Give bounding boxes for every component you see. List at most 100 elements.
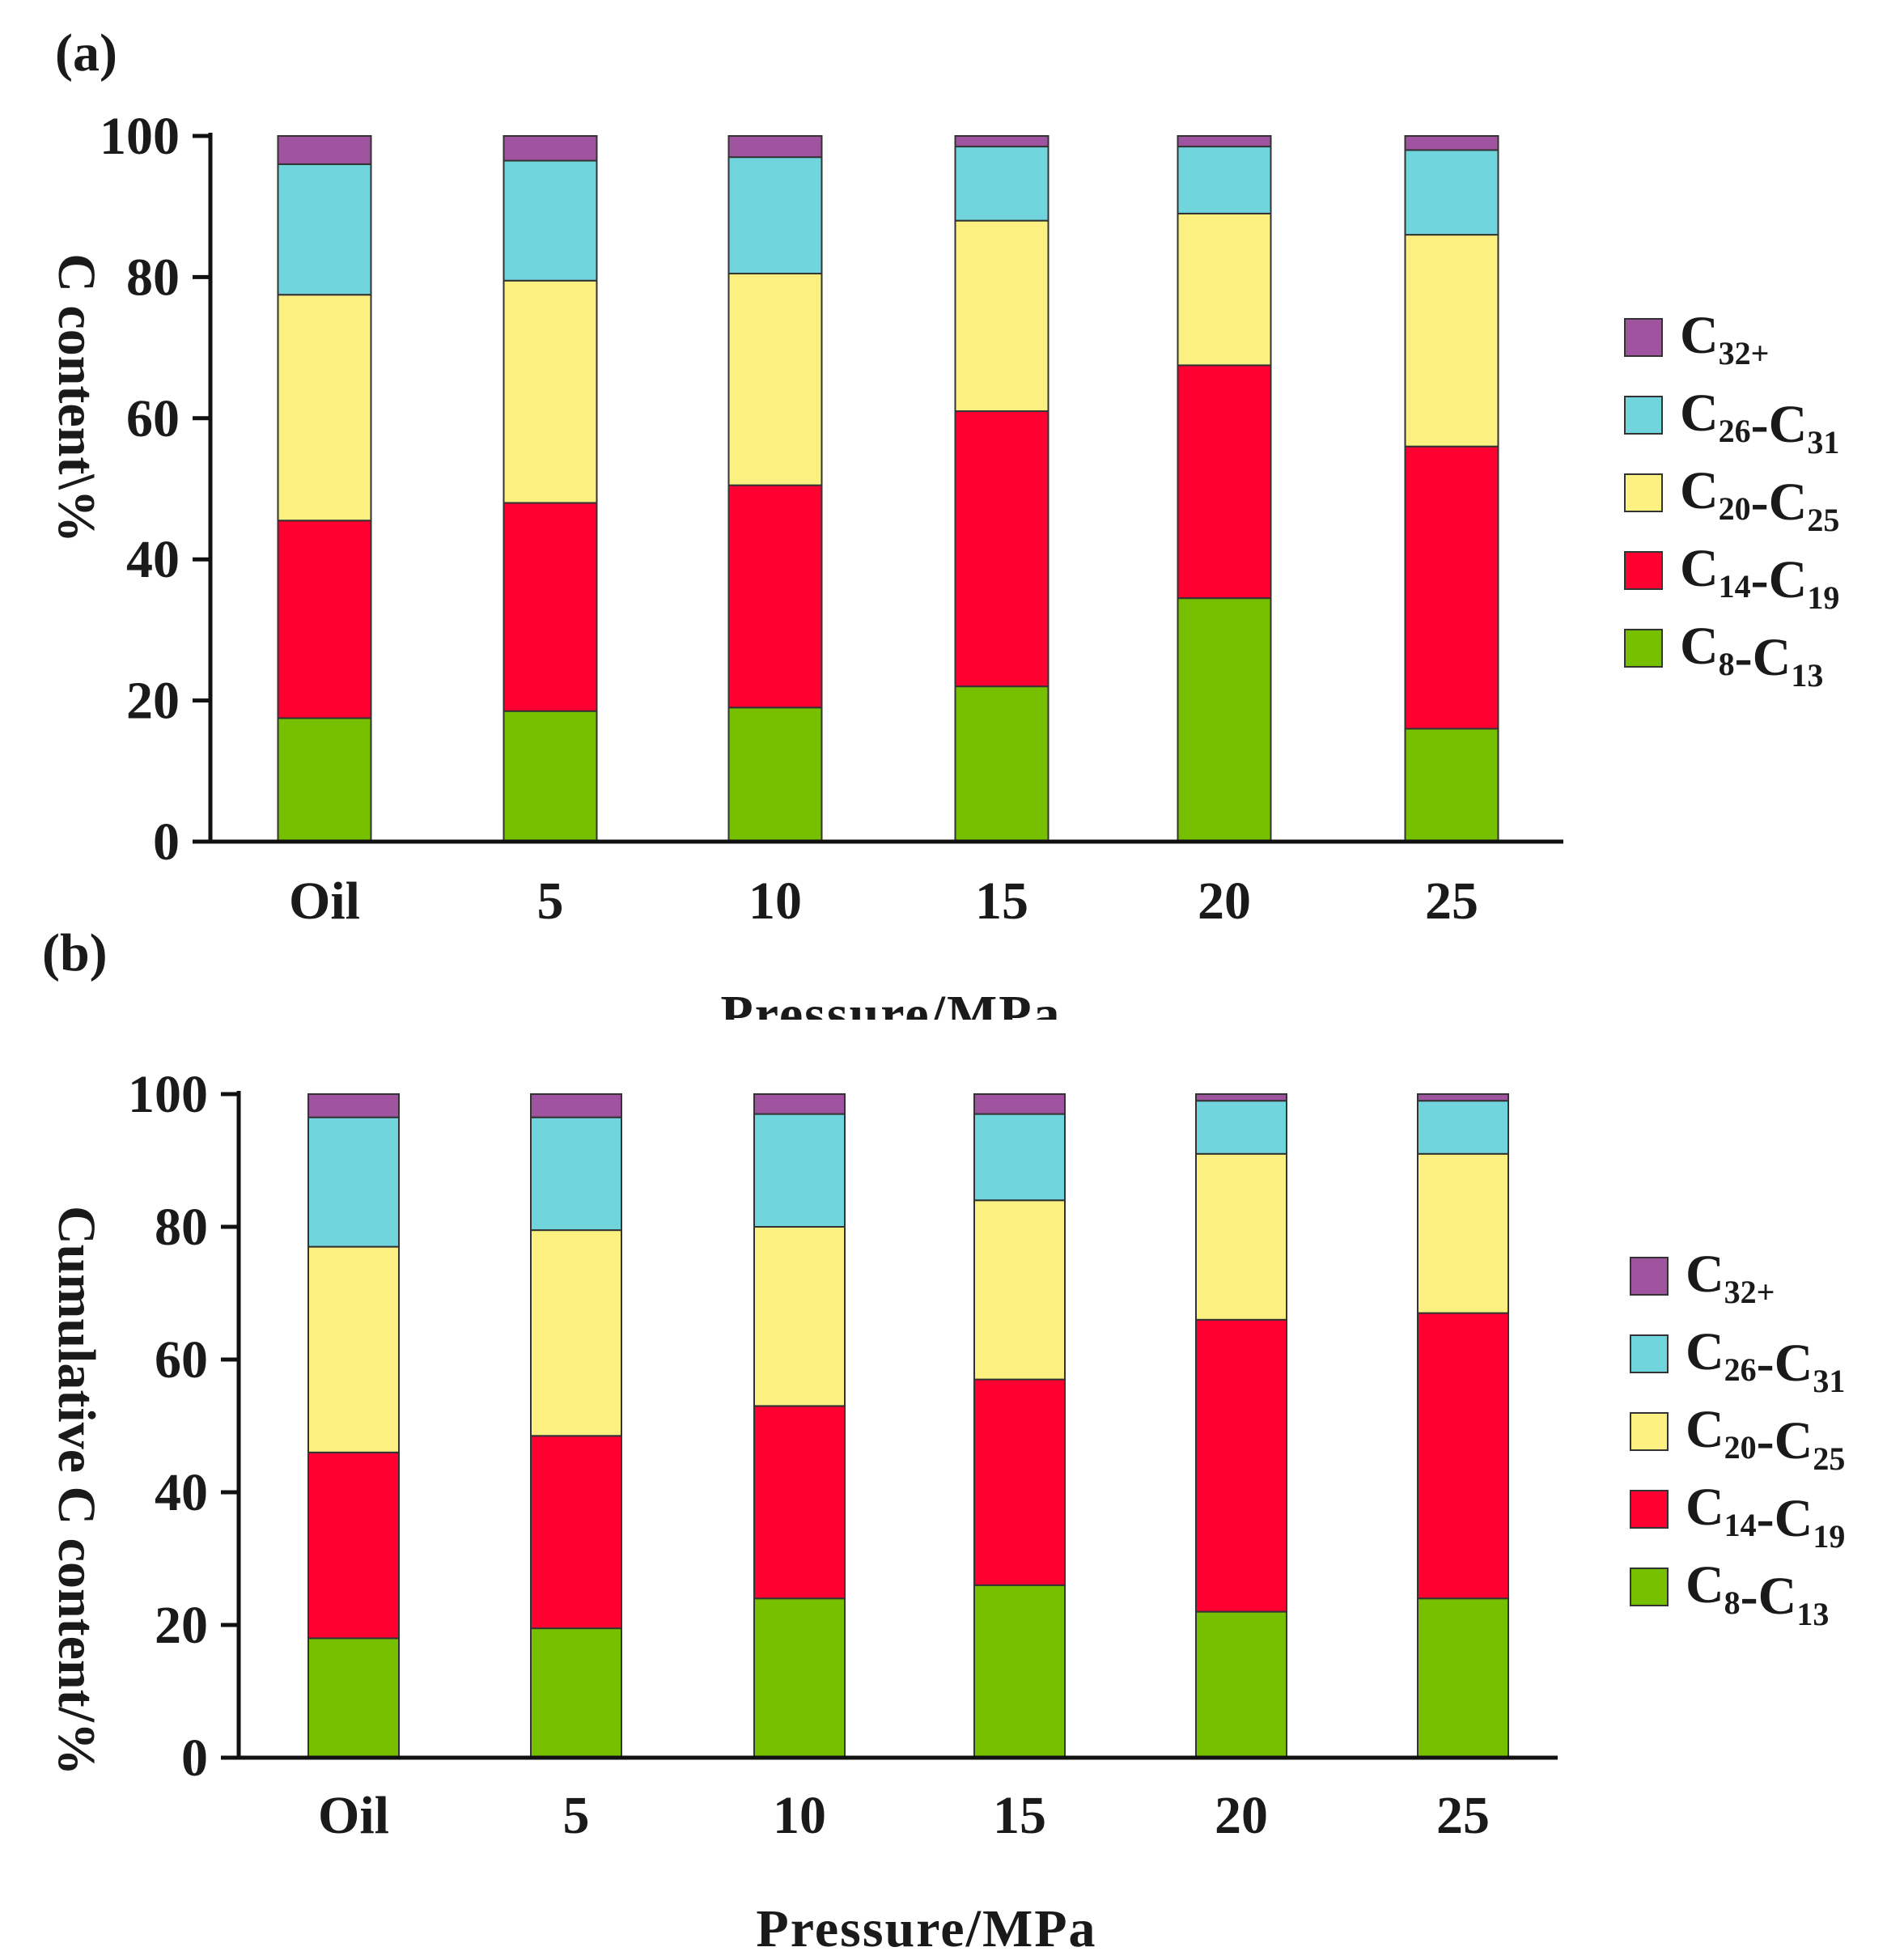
legend-swatch-C8_C13 (1630, 1568, 1669, 1606)
y-tick-label: 40 (155, 1463, 208, 1522)
bar-segment-C26-C31-15 (954, 146, 1050, 222)
bar-segment-C14-C19-10 (753, 1405, 846, 1600)
x-tick-label: 25 (1436, 1786, 1490, 1845)
bar-segment-C32+-5 (502, 135, 598, 162)
x-tick-label: 15 (975, 872, 1028, 931)
bar-segment-C20-C25-25 (1417, 1152, 1509, 1314)
bar-segment-C14-C19-15 (954, 410, 1050, 688)
x-tick-label: 20 (1215, 1786, 1268, 1845)
legend-swatch-C26_C31 (1624, 396, 1663, 435)
stacked-bar-chart-b: 0 20 40 60 80 100 Oil 5 10 15 20 25 Pressure/MPa Cumu… (47, 1065, 1845, 1958)
bar-segment-C14-C19-10 (727, 484, 823, 709)
bar-segment-C14-C19-25 (1404, 445, 1499, 730)
legend-swatch-C32plus (1624, 318, 1663, 357)
legend-swatch-C14_C19 (1624, 551, 1663, 590)
bar-segment-C8-C13-10 (753, 1597, 846, 1759)
bar-segment-C8-C13-15 (954, 685, 1050, 842)
bar-segment-C14-C19-15 (973, 1378, 1066, 1586)
panel-label-b: (b) (42, 923, 108, 982)
bar-segment-C8-C13-25 (1417, 1597, 1509, 1759)
legend-label-C26_C31: C26-C31 (1680, 384, 1839, 460)
bar-segment-C26-C31-20 (1177, 146, 1272, 214)
bar-segment-C32+-15 (973, 1093, 1066, 1115)
bar-segment-C8-C13-15 (973, 1584, 1066, 1758)
bar-segment-C20-C25-10 (753, 1226, 846, 1407)
x-tick-label: 10 (748, 872, 802, 931)
bar-segment-C32+-25 (1417, 1093, 1509, 1102)
legend-label-C32plus: C32+ (1686, 1245, 1775, 1310)
bar-segment-C14-C19-5 (530, 1435, 622, 1630)
bar-segment-C20-C25-15 (973, 1199, 1066, 1381)
y-tick-label: 40 (126, 530, 180, 589)
bar-segment-C26-C31-20 (1195, 1100, 1287, 1155)
x-axis-label: Pressure/MPa (720, 985, 1061, 1020)
bar-segment-C8-C13-20 (1177, 597, 1272, 842)
bar-segment-C20-C25-5 (502, 279, 598, 504)
legend-swatch-C32plus (1630, 1257, 1669, 1296)
legend-label-C26_C31: C26-C31 (1686, 1322, 1845, 1399)
panel-label-a: (a) (55, 23, 117, 83)
legend-label-C14_C19: C14-C19 (1686, 1478, 1845, 1555)
bar-segment-C20-C25-10 (727, 273, 823, 486)
bar-segment-C8-C13-25 (1404, 728, 1499, 842)
x-axis-label: Pressure/MPa (756, 1899, 1096, 1958)
y-tick-label: 20 (155, 1596, 208, 1655)
x-tick-label: 5 (563, 1786, 590, 1845)
bar-segment-C26-C31-15 (973, 1113, 1066, 1202)
x-tick-label: Oil (289, 872, 360, 931)
legend-swatch-C8_C13 (1624, 629, 1663, 668)
bar-segment-C20-C25-15 (954, 219, 1050, 413)
legend-label-C14_C19: C14-C19 (1680, 539, 1839, 616)
bar-segment-C20-C25-Oil (277, 294, 372, 522)
bar-segment-C14-C19-Oil (307, 1451, 400, 1640)
bar-segment-C26-C31-25 (1404, 149, 1499, 236)
bar-segment-C14-C19-20 (1177, 364, 1272, 600)
y-tick-label: 20 (126, 672, 180, 731)
bar-segment-C32+-10 (753, 1093, 846, 1115)
legend-swatch-C14_C19 (1630, 1490, 1669, 1529)
stacked-bar-chart-a: 0 20 40 60 80 100 Oil 5 10 15 20 25 Pressure/MPa C co… (47, 107, 1839, 1020)
legend-label-C20_C25: C20-C25 (1680, 461, 1839, 538)
bar-segment-C20-C25-Oil (307, 1245, 400, 1453)
bar-segment-C8-C13-Oil (277, 717, 372, 843)
legend-label-C8_C13: C8-C13 (1680, 617, 1823, 694)
bar-segment-C8-C13-10 (727, 706, 823, 842)
bar-segment-C20-C25-20 (1195, 1152, 1287, 1321)
bar-segment-C32+-5 (530, 1093, 622, 1118)
x-tick-label: 10 (773, 1786, 826, 1845)
x-tick-label: Oil (318, 1786, 389, 1845)
bar-segment-C32+-15 (954, 135, 1050, 148)
bar-segment-C32+-25 (1404, 135, 1499, 151)
bar-segment-C8-C13-5 (502, 710, 598, 842)
x-tick-label: 25 (1425, 872, 1478, 931)
bar-segment-C20-C25-20 (1177, 212, 1272, 367)
bar-segment-C8-C13-5 (530, 1627, 622, 1758)
y-tick-label: 100 (100, 107, 180, 166)
y-axis-label: C content\% (47, 253, 106, 542)
x-tick-label: 20 (1198, 872, 1251, 931)
y-tick-label: 80 (155, 1198, 208, 1257)
y-tick-label: 60 (155, 1330, 208, 1389)
bar-segment-C26-C31-10 (727, 156, 823, 275)
bar-segment-C32+-Oil (307, 1093, 400, 1118)
bar-segment-C20-C25-5 (530, 1229, 622, 1437)
y-tick-label: 100 (128, 1065, 208, 1124)
bar-segment-C32+-Oil (277, 135, 372, 165)
bar-segment-C26-C31-5 (530, 1116, 622, 1232)
bar-segment-C14-C19-Oil (277, 520, 372, 719)
y-tick-label: 60 (126, 389, 180, 448)
bar-segment-C20-C25-25 (1404, 234, 1499, 448)
legend-label-C8_C13: C8-C13 (1686, 1555, 1829, 1632)
y-tick-label: 80 (126, 248, 180, 307)
bar-segment-C32+-10 (727, 135, 823, 159)
legend-swatch-C20_C25 (1624, 473, 1663, 512)
y-tick-label: 0 (153, 812, 180, 872)
legend-label-C20_C25: C20-C25 (1686, 1400, 1845, 1477)
x-tick-label: 15 (993, 1786, 1046, 1845)
bar-segment-C26-C31-5 (502, 159, 598, 282)
bar-segment-C14-C19-20 (1195, 1318, 1287, 1613)
y-tick-label: 0 (181, 1729, 208, 1788)
bar-segment-C8-C13-Oil (307, 1637, 400, 1759)
bar-segment-C8-C13-20 (1195, 1610, 1287, 1758)
